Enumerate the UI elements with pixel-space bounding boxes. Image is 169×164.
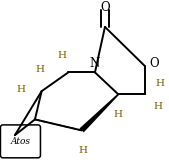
- Text: H: H: [58, 51, 67, 60]
- Text: H: H: [16, 85, 25, 94]
- Text: H: H: [79, 146, 88, 155]
- Text: O: O: [149, 57, 159, 70]
- Text: H: H: [155, 79, 164, 88]
- Text: O: O: [100, 1, 110, 14]
- Polygon shape: [79, 94, 119, 132]
- Text: H: H: [114, 110, 123, 119]
- Text: H: H: [154, 102, 163, 111]
- Text: H: H: [35, 65, 44, 74]
- FancyBboxPatch shape: [1, 125, 40, 158]
- Text: Atos: Atos: [10, 137, 30, 146]
- Text: N: N: [90, 57, 100, 70]
